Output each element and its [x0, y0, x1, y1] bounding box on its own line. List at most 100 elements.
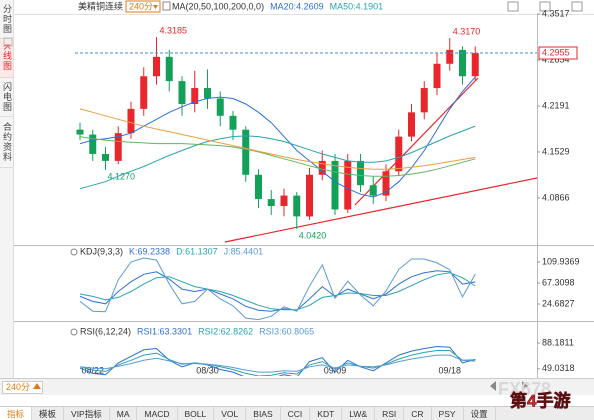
x-tick-label: 09/09: [324, 365, 347, 375]
x-tick-label: 09/18: [438, 365, 461, 375]
indicator-line: [79, 272, 476, 311]
indicator-line: [79, 136, 476, 177]
x-tick-label: 08/30: [196, 365, 219, 375]
candle-body: [140, 76, 148, 109]
candle-body: [382, 171, 390, 196]
indicator-tab[interactable]: 模板: [32, 407, 65, 420]
y-tick-label: 109.9369: [542, 256, 580, 266]
indicator-tab[interactable]: BOLL: [178, 407, 215, 420]
indicator-tab[interactable]: BIAS: [246, 407, 281, 420]
candle-body: [267, 199, 275, 207]
indicator-title: KDJ(9,3,3): [80, 246, 123, 256]
candle-body: [318, 160, 326, 175]
y-tick-label: 4.0866: [542, 192, 570, 202]
period-select[interactable]: 240分: [2, 381, 44, 394]
toolbar-icon[interactable]: [571, 1, 583, 12]
y-tick-label: 4.2191: [542, 100, 570, 110]
candle-body: [344, 160, 352, 210]
candle-body: [216, 98, 224, 116]
legend-entry: RSI2:62.8262: [198, 326, 253, 336]
candle-body: [306, 174, 313, 217]
period[interactable]: 240分: [129, 1, 153, 11]
candle-body: [114, 133, 122, 161]
indicator-line: [79, 76, 476, 198]
candle-body: [293, 195, 301, 217]
candle-body: [357, 160, 364, 186]
toolbar-icon: [3, 37, 13, 47]
indicator-tab[interactable]: 设置: [464, 407, 496, 420]
scroll-left[interactable]: [490, 381, 496, 391]
candle-body: [395, 136, 403, 172]
indicator-tab[interactable]: RSI: [375, 407, 405, 420]
watermark: FX678: [498, 379, 551, 399]
legend-entry: MA20:4.2609: [270, 1, 324, 11]
indicator-tab[interactable]: CCI: [281, 407, 311, 420]
settings-icon[interactable]: [162, 1, 171, 11]
period-box[interactable]: [125, 0, 161, 13]
toolbar-icon[interactable]: [507, 1, 519, 12]
symbol: 美精铜连续: [78, 0, 123, 11]
candle-body: [408, 112, 415, 137]
candle-body: [471, 53, 479, 77]
candle-body: [280, 195, 288, 207]
legend-entry: RSI3:60.8065: [259, 326, 314, 336]
indicator-line: [79, 350, 476, 376]
up-arrow: [33, 383, 41, 389]
indicator-tab[interactable]: MA: [110, 407, 138, 420]
indicator-tab[interactable]: VIP指标: [64, 407, 110, 420]
toolbar-icon[interactable]: [539, 1, 551, 12]
legend-entry: MA50:4.1901: [330, 1, 384, 11]
indicator-tab[interactable]: LW&: [342, 407, 376, 420]
legend-entry: K:69.2338: [129, 246, 170, 256]
sidebar-tab[interactable]: K线图: [0, 39, 13, 78]
candle-body: [446, 49, 454, 64]
candle-body: [204, 88, 211, 99]
y-tick-label: 49.0318: [542, 363, 575, 373]
low-label: 4.0420: [299, 230, 327, 240]
indicator-line: [79, 108, 476, 170]
indicator-tab[interactable]: KDT: [310, 407, 343, 420]
y-tick-label: 4.3517: [542, 8, 570, 18]
candle-body: [331, 160, 339, 210]
indicator-tab[interactable]: MACD: [137, 407, 178, 420]
y-tick-label: 67.3098: [542, 277, 575, 287]
y-tick-label: 88.1811: [542, 338, 574, 348]
high-label: 4.3185: [160, 25, 188, 35]
low-label: 4.1270: [108, 171, 136, 181]
candle-body: [229, 115, 237, 130]
high-label: 4.3170: [453, 26, 481, 36]
sidebar: 分时图 K线图 闪电图 合约资料: [0, 0, 14, 378]
candle-body: [433, 63, 441, 89]
candle-body: [191, 88, 199, 105]
candle-body: [89, 134, 97, 154]
indicator-line: [79, 257, 476, 320]
sidebar-tab[interactable]: 闪电图: [0, 78, 13, 117]
indicator-tab[interactable]: VOL: [214, 407, 247, 420]
indicator-title: MA(20,50,100,200,0,0): [172, 1, 264, 11]
trend-line: [224, 177, 538, 243]
settings-icon[interactable]: [70, 328, 78, 336]
last-price-box: [538, 46, 578, 60]
y-tick-label: 4.1529: [542, 146, 570, 156]
legend-entry: D:61.1307: [176, 246, 218, 256]
indicator-line: [79, 270, 476, 312]
indicator-title: RSI(6,12,24): [80, 326, 131, 336]
scroll-right[interactable]: [522, 381, 528, 391]
indicator-tabs: 指标 模板 VIP指标 MA MACD BOLL VOL BIAS CCI KDT LW& RSI CR…: [0, 406, 594, 420]
candle-body: [76, 129, 84, 135]
indicator-tab[interactable]: 指标: [0, 407, 33, 420]
candle-body: [369, 185, 377, 196]
candle-body: [178, 81, 186, 105]
settings-icon[interactable]: [70, 248, 78, 256]
sidebar-tab[interactable]: 合约资料: [0, 117, 13, 168]
legend-entry: RSI1:63.3301: [137, 326, 192, 336]
indicator-tab[interactable]: PSY: [432, 407, 464, 420]
candle-body: [459, 49, 466, 77]
y-tick-label: 24.6827: [542, 298, 575, 308]
indicator-tab[interactable]: CR: [404, 407, 432, 420]
candle-body: [127, 108, 135, 134]
indicator-line: [79, 354, 476, 373]
candle-body: [153, 56, 160, 77]
